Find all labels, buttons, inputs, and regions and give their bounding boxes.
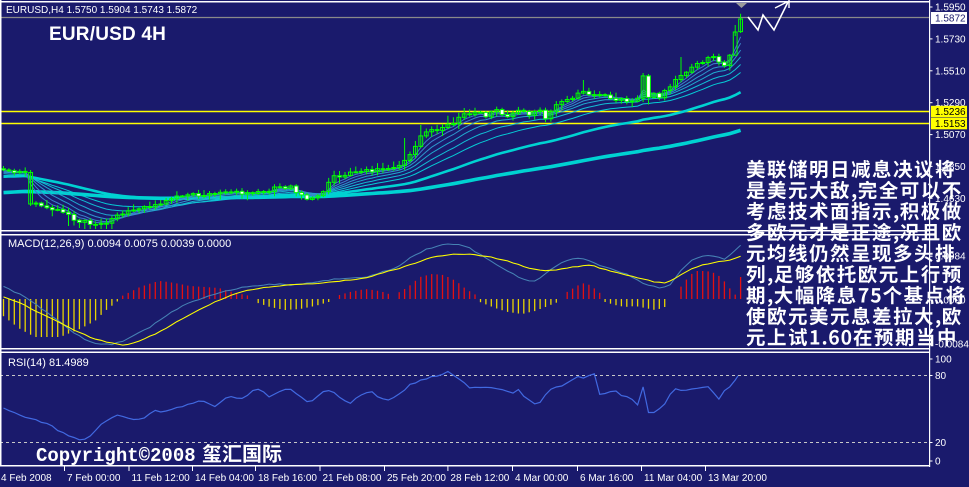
svg-text:28 Feb 12:00: 28 Feb 12:00 <box>450 473 509 484</box>
svg-text:100: 100 <box>935 355 952 366</box>
svg-text:1.5510: 1.5510 <box>935 66 966 77</box>
svg-text:4 Feb 2008: 4 Feb 2008 <box>1 473 52 484</box>
svg-text:11 Feb 12:00: 11 Feb 12:00 <box>132 473 191 484</box>
svg-text:1.5730: 1.5730 <box>935 34 966 45</box>
svg-text:20: 20 <box>935 438 947 449</box>
svg-text:21 Feb 08:00: 21 Feb 08:00 <box>323 473 382 484</box>
svg-text:-0.0084: -0.0084 <box>935 339 969 350</box>
svg-text:14 Feb 04:00: 14 Feb 04:00 <box>195 473 254 484</box>
svg-text:1.5950: 1.5950 <box>935 3 966 14</box>
svg-text:RSI(14) 81.4989: RSI(14) 81.4989 <box>8 357 89 369</box>
svg-text:MACD(12,26,9) 0.0094 0.0075 0.: MACD(12,26,9) 0.0094 0.0075 0.0039 0.000… <box>8 238 231 250</box>
svg-text:7 Feb 00:00: 7 Feb 00:00 <box>67 473 121 484</box>
svg-text:1.5070: 1.5070 <box>935 130 966 141</box>
svg-text:0: 0 <box>935 457 941 468</box>
svg-text:6 Mar 16:00: 6 Mar 16:00 <box>580 473 634 484</box>
svg-text:1.4850: 1.4850 <box>935 162 966 173</box>
svg-text:EUR/USD 4H: EUR/USD 4H <box>49 24 166 45</box>
svg-text:13 Mar 20:00: 13 Mar 20:00 <box>708 473 767 484</box>
svg-text:EURUSD,H4 1.5750 1.5904 1.574: EURUSD,H4 1.5750 1.5904 1.5743 1.5872 <box>6 5 198 16</box>
svg-text:80: 80 <box>935 371 947 382</box>
svg-text:25 Feb 20:00: 25 Feb 20:00 <box>387 473 446 484</box>
svg-text:Copyright©2008: Copyright©2008 <box>36 445 196 467</box>
svg-text:1.5290: 1.5290 <box>935 98 966 109</box>
svg-text:1.5153: 1.5153 <box>935 119 966 130</box>
svg-text:11 Mar 04:00: 11 Mar 04:00 <box>644 473 703 484</box>
svg-text:1.5872: 1.5872 <box>935 14 966 25</box>
svg-text:4 Mar 00:00: 4 Mar 00:00 <box>515 473 569 484</box>
svg-text:18 Feb 16:00: 18 Feb 16:00 <box>258 473 317 484</box>
svg-text:1.4630: 1.4630 <box>935 194 966 205</box>
svg-text:1.5236: 1.5236 <box>935 107 966 118</box>
